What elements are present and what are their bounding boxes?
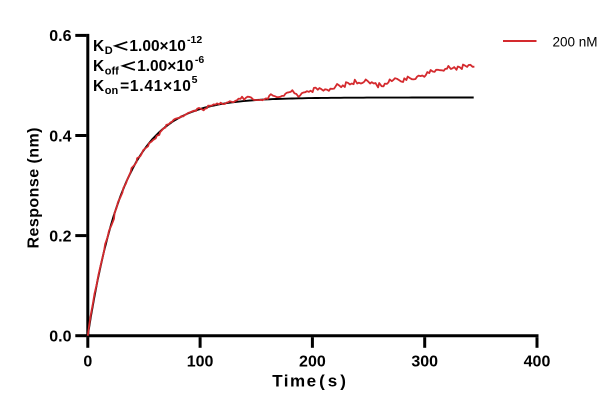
svg-text:0.0: 0.0 xyxy=(49,329,71,346)
svg-text:0.4: 0.4 xyxy=(49,128,71,145)
svg-text:5: 5 xyxy=(192,74,198,86)
svg-text:-6: -6 xyxy=(195,54,204,66)
svg-text:200: 200 xyxy=(299,354,326,371)
svg-text:-12: -12 xyxy=(187,34,202,46)
svg-text:off: off xyxy=(105,66,119,78)
svg-text:=1.41×10: =1.41×10 xyxy=(120,78,192,95)
svg-text:K: K xyxy=(93,38,105,55)
svg-text:0: 0 xyxy=(83,354,92,371)
svg-text:0.6: 0.6 xyxy=(49,28,71,45)
svg-text:1.00×10: 1.00×10 xyxy=(129,38,185,55)
svg-text:K: K xyxy=(93,78,105,95)
svg-text:1.00×10: 1.00×10 xyxy=(137,58,193,75)
svg-text:Response (nm): Response (nm) xyxy=(26,127,43,248)
svg-text:0.2: 0.2 xyxy=(49,228,71,245)
svg-text:400: 400 xyxy=(524,354,551,371)
svg-text:on: on xyxy=(105,85,119,97)
svg-text:300: 300 xyxy=(411,354,438,371)
svg-text:Time(s): Time(s) xyxy=(272,372,347,391)
svg-text:D: D xyxy=(105,45,113,57)
svg-text:200 nM: 200 nM xyxy=(553,34,598,49)
svg-text:K: K xyxy=(93,58,105,75)
svg-text:100: 100 xyxy=(187,354,214,371)
